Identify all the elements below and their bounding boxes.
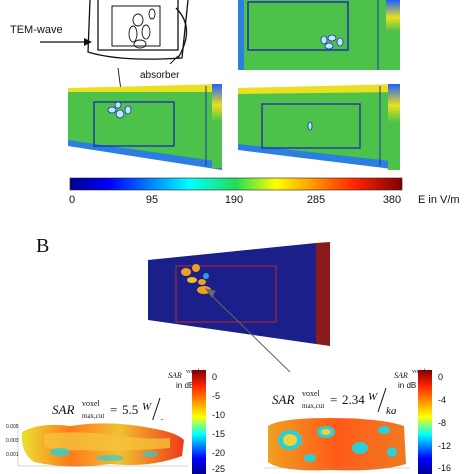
- sar-unit-num: W: [142, 401, 152, 413]
- field-map-mid-left: [68, 84, 222, 170]
- scale-tick: -4: [438, 395, 446, 405]
- sar-body-model: [148, 242, 330, 346]
- scale-tick: -16: [438, 463, 451, 473]
- sar-subscript: max,cut: [302, 402, 324, 410]
- wave-arrow: [40, 38, 92, 46]
- scale-tick: -12: [438, 441, 451, 451]
- sar-scale-right: SAR voxel in dB 0 -4 -8 -12 -16: [394, 369, 451, 474]
- sar-unit-num: W: [368, 391, 378, 403]
- sar-equals: =: [110, 402, 117, 417]
- scale-title: SAR: [394, 371, 408, 380]
- sar-unit-den: kg: [386, 405, 397, 417]
- sar-equals: =: [330, 392, 337, 407]
- scale-tick: -20: [212, 448, 225, 458]
- scale-title: SAR: [168, 371, 182, 380]
- panel-a: TEM-wave absorber: [10, 0, 460, 206]
- field-map-top-right: [238, 0, 400, 70]
- sar-superscript: voxel: [82, 399, 101, 408]
- occupant-hotspots: [181, 264, 211, 294]
- colorbar-tick: 190: [225, 194, 243, 206]
- scale-tick: -5: [212, 391, 220, 401]
- scale-tick: -15: [212, 429, 225, 439]
- sar-value: 2.34: [342, 392, 365, 407]
- axis-tick-left: 0.001: [6, 452, 19, 458]
- sar-symbol: SAR: [272, 392, 294, 407]
- sar-superscript: voxel: [302, 389, 321, 398]
- wave-label: TEM-wave: [10, 24, 63, 36]
- sar-symbol: SAR: [52, 402, 74, 417]
- cut-pointer-lines: [204, 288, 291, 373]
- colorbar-tick: 95: [146, 194, 158, 206]
- scale-tick: -25: [212, 464, 225, 474]
- sar-map-left: 0.005 0.003 0.001: [6, 420, 192, 474]
- sar-scale-left: SAR voxel in dB 0 -5 -10 -15 -20 -25: [168, 369, 225, 474]
- axis-tick-left: 0.003: [6, 438, 19, 444]
- panel-b-label: B: [36, 235, 49, 257]
- colorbar-tick: 0: [69, 194, 75, 206]
- scale-tick: -8: [438, 418, 446, 428]
- panel-b: B SAR voxel max,cut = 5.5: [6, 235, 451, 474]
- scale-tick: 0: [212, 372, 217, 382]
- field-map-mid-right: [238, 84, 400, 170]
- colorbar-tick: 380: [383, 194, 401, 206]
- scale-title: in dB: [176, 381, 194, 390]
- sar-right-equation: SAR voxel max,cut = 2.34 W kg: [272, 387, 397, 417]
- colorbar-tick: 285: [307, 194, 325, 206]
- scale-tick: -10: [212, 410, 225, 420]
- axis-tick-left: 0.005: [6, 424, 19, 430]
- sar-map-right: [262, 414, 412, 474]
- colorbar: 0 95 190 285 380 E in V/m: [69, 177, 460, 206]
- occupant-sketch: [128, 8, 156, 49]
- scale-tick: 0: [438, 372, 443, 382]
- absorber-label: absorber: [140, 70, 180, 81]
- vehicle-sketch: [87, 0, 189, 60]
- scale-title: in dB: [398, 381, 416, 390]
- sar-value: 5.5: [122, 402, 138, 417]
- sar-subscript: max,cut: [82, 412, 104, 420]
- colorbar-unit: E in V/m: [418, 194, 460, 206]
